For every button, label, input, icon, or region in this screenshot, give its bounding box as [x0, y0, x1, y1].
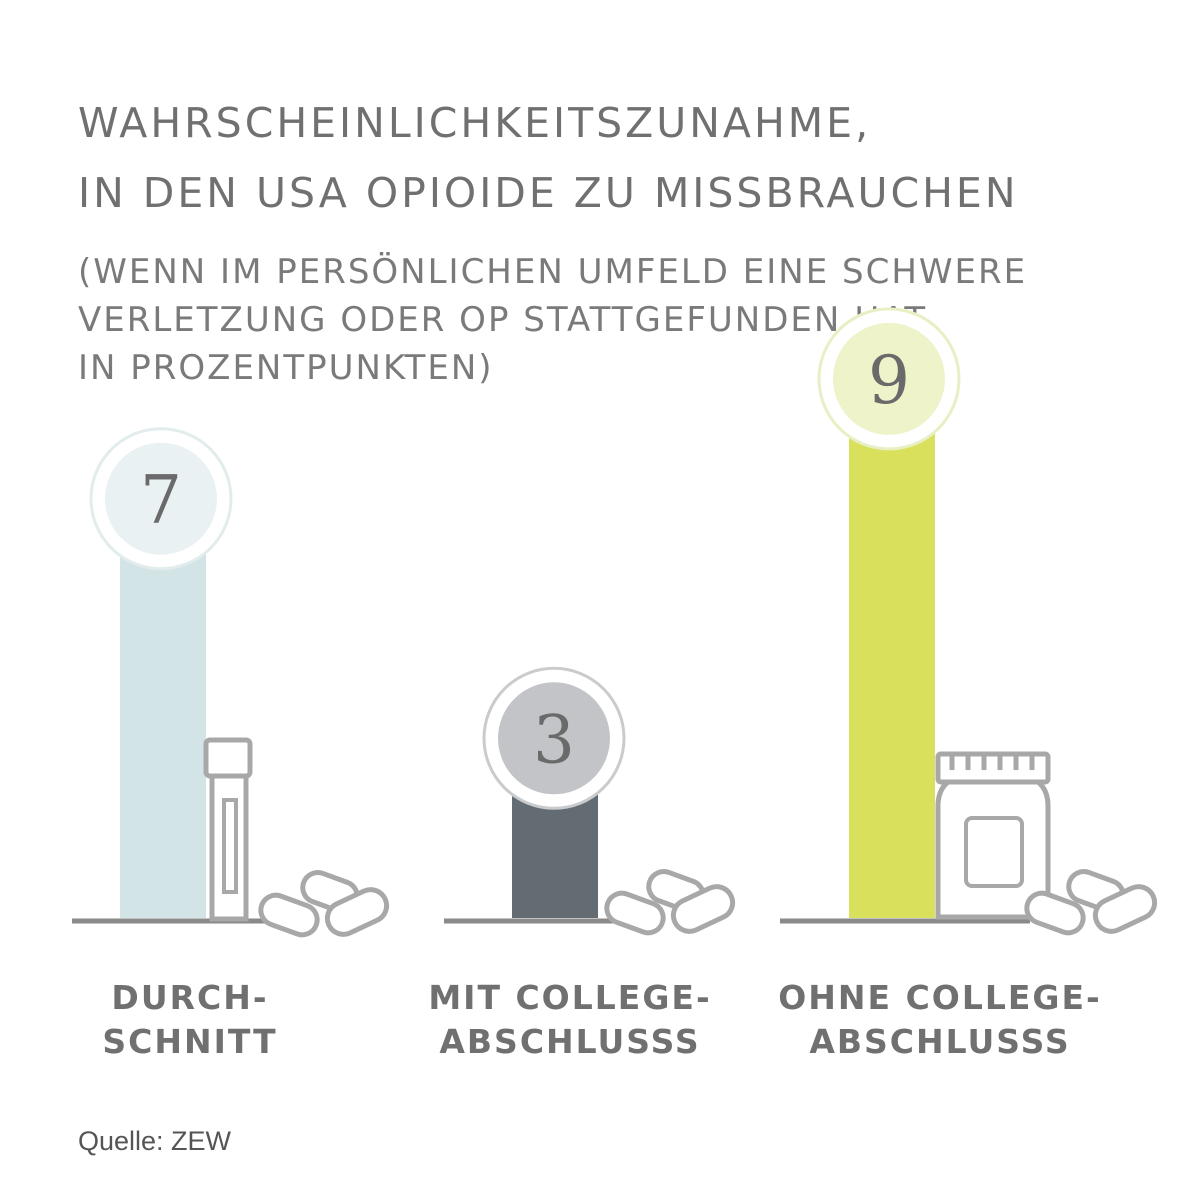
category-label-line: Ohne College- [778, 978, 1102, 1017]
category-label-durchschnitt: Durch- schnitt [102, 976, 277, 1064]
test-tube-icon [203, 737, 253, 922]
value-label-mit-college: 3 [533, 701, 575, 778]
category-label-line: Durch- [111, 978, 269, 1017]
category-label-line: Abschlusss [439, 1022, 701, 1061]
value-circle-ohne-college [829, 318, 949, 439]
pills-icon [604, 869, 736, 936]
category-label-line: Abschlusss [809, 1022, 1071, 1061]
category-label-mit-college: Mit College- Abschlusss [428, 976, 711, 1064]
subtitle-line-2: Verletzung oder OP stattgefunden hat, [78, 300, 940, 340]
chart-subtitle: (wenn im persönlichen Umfeld eine schwer… [78, 248, 1178, 392]
pills-icon [1024, 869, 1158, 936]
subtitle-line-1: (wenn im persönlichen Umfeld eine schwer… [78, 252, 1028, 292]
value-label-ohne-college: 9 [868, 342, 910, 419]
value-circle-durchschnitt [101, 438, 221, 559]
pills-icon [258, 870, 390, 938]
chart-title: Wahrscheinlichkeitszunahme, in den USA O… [78, 88, 1158, 228]
category-label-line: schnitt [102, 1022, 278, 1061]
bar-ohne-college [849, 378, 935, 918]
value-label-durchschnitt: 7 [140, 462, 182, 539]
title-line-2: in den USA Opioide zu missbrauchen [78, 169, 1019, 217]
category-label-ohne-college: Ohne College- Abschlusss [778, 976, 1102, 1064]
subtitle-line-3: in Prozentpunkten) [78, 348, 494, 388]
title-line-1: Wahrscheinlichkeitszunahme, [78, 99, 872, 147]
value-circle-mit-college [494, 678, 614, 799]
pill-bottle-icon [935, 751, 1051, 920]
source-note: Quelle: ZEW [78, 1126, 232, 1156]
category-label-line: Mit College- [428, 978, 712, 1017]
